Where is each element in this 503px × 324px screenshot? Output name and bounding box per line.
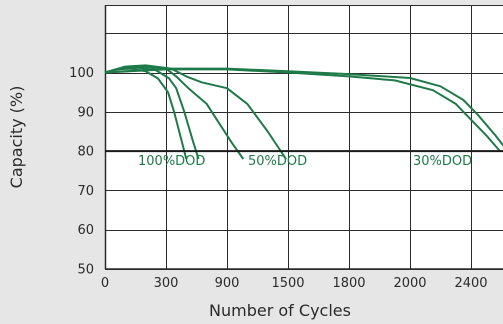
y-tick-label: 100 xyxy=(69,66,94,81)
annotation-group: 100%DOD 50%DOD 30%DOD xyxy=(138,154,472,169)
x-tick-label: 0 xyxy=(101,276,109,291)
y-tick-label: 70 xyxy=(77,184,94,199)
y-tick-label: 120 xyxy=(69,0,94,2)
y-tick-labels: 50 60 70 80 90 100 120 xyxy=(69,0,94,278)
x-tick-label: 900 xyxy=(215,276,240,291)
plot-area xyxy=(105,5,503,269)
series-group xyxy=(104,64,503,160)
x-axis-title: Number of Cycles xyxy=(209,301,351,320)
annotation-label: 50%DOD xyxy=(248,154,307,169)
y-tick-label: 60 xyxy=(77,223,94,238)
annotation-label: 30%DOD xyxy=(413,154,472,169)
x-tick-label: 1800 xyxy=(332,276,365,291)
y-axis-title: Capacity (%) xyxy=(7,86,26,189)
y-tick-label: 50 xyxy=(77,263,94,278)
x-tick-label: 2400 xyxy=(454,276,487,291)
x-tick-label: 1500 xyxy=(271,276,304,291)
x-tick-label: 2000 xyxy=(393,276,426,291)
x-tick-label: 300 xyxy=(154,276,179,291)
series-line-6 xyxy=(104,68,501,152)
annotation-label: 100%DOD xyxy=(138,154,205,169)
series-line-4 xyxy=(104,67,188,160)
y-tick-label: 90 xyxy=(77,105,94,120)
x-tick-labels: 0 300 900 1500 1800 2000 2400 xyxy=(101,276,488,291)
y-tick-label: 80 xyxy=(77,145,94,160)
